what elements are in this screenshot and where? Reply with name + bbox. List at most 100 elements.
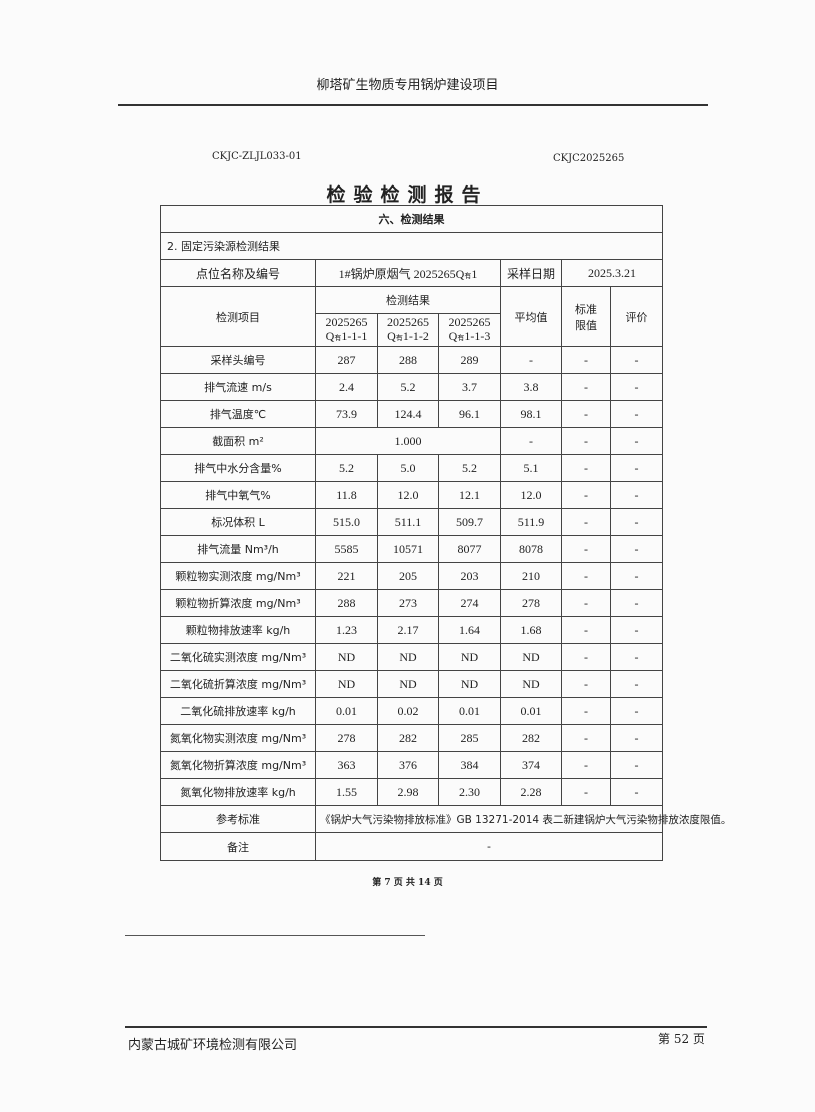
row-evaluation: - <box>609 400 664 428</box>
row-average: 2.28 <box>500 778 562 806</box>
row-evaluation: - <box>609 427 664 455</box>
subsection-title: 2. 固定污染源检测结果 <box>159 232 664 260</box>
table-row: 排气流量 Nm³/h 5585 10571 8077 8078- - <box>160 535 664 563</box>
row-value: 376 <box>377 751 439 779</box>
results-table: 六、检测结果 2. 固定污染源检测结果 点位名称及编号 1#锅炉原烟气 2025… <box>159 205 731 861</box>
row-average: 374 <box>500 751 562 779</box>
table-row: 排气温度℃ 73.9 124.4 96.1 98.1- - <box>160 400 664 428</box>
header-average: 平均值 <box>500 286 562 347</box>
row-evaluation: - <box>609 535 664 563</box>
table-row: 氮氧化物折算浓度 mg/Nm³ 363 376 384 374- - <box>160 751 664 779</box>
row-value: 1.55 <box>315 778 378 806</box>
row-value: 1.23 <box>315 616 378 644</box>
row-value: 273 <box>377 589 439 617</box>
row-evaluation: - <box>609 508 664 536</box>
row-limit: - <box>561 751 611 779</box>
row-limit: - <box>561 778 611 806</box>
table-row: 颗粒物折算浓度 mg/Nm³ 288 273 274 278- - <box>160 589 664 617</box>
row-average: 98.1 <box>500 400 562 428</box>
row-average: 210 <box>500 562 562 590</box>
header-divider <box>118 104 708 106</box>
row-value: 5.2 <box>377 373 439 401</box>
page-number: 第 52 页 <box>658 1032 705 1046</box>
row-value: 205 <box>377 562 439 590</box>
row-average: 278 <box>500 589 562 617</box>
row-value: 278 <box>315 724 378 752</box>
project-title: 柳塔矿生物质专用锅炉建设项目 <box>316 78 499 93</box>
row-limit: - <box>561 508 611 536</box>
table-row: 排气流速 m/s 2.4 5.2 3.7 3.8- - <box>160 373 664 401</box>
row-item: 氮氧化物排放速率 kg/h <box>160 778 316 806</box>
row-evaluation: - <box>609 643 664 671</box>
row-average: ND <box>500 670 562 698</box>
row-average: 0.01 <box>500 697 562 725</box>
row-limit: - <box>561 373 611 401</box>
header-results: 检测结果 <box>315 286 501 314</box>
row-value: 282 <box>377 724 439 752</box>
row-value: 0.02 <box>377 697 439 725</box>
row-value: 2.30 <box>438 778 501 806</box>
row-limit: - <box>561 346 611 374</box>
row-evaluation: - <box>609 589 664 617</box>
row-evaluation: - <box>609 670 664 698</box>
row-item: 采样头编号 <box>160 346 316 374</box>
row-evaluation: - <box>609 751 664 779</box>
header-sample-1: 2025265 Q有1-1-1 <box>315 313 378 347</box>
remarks-label: 备注 <box>160 832 316 861</box>
table-row: 排气中氧气% 11.8 12.0 12.1 12.0- - <box>160 481 664 509</box>
row-value: 12.1 <box>438 481 501 509</box>
row-value: ND <box>315 670 378 698</box>
row-value: 8077 <box>438 535 501 563</box>
table-row: 截面积 m² 1.000- - - <box>160 427 664 455</box>
row-item: 颗粒物实测浓度 mg/Nm³ <box>160 562 316 590</box>
row-value: 511.1 <box>377 508 439 536</box>
row-value: 3.7 <box>438 373 501 401</box>
row-item: 排气温度℃ <box>160 400 316 428</box>
sampling-date-label: 采样日期 <box>500 259 562 287</box>
doc-code-left: CKJC-ZLJL033-01 <box>212 151 302 162</box>
row-value: 96.1 <box>438 400 501 428</box>
row-evaluation: - <box>609 562 664 590</box>
row-item: 颗粒物排放速率 kg/h <box>160 616 316 644</box>
row-average: 1.68 <box>500 616 562 644</box>
row-value: 363 <box>315 751 378 779</box>
row-item: 截面积 m² <box>160 427 316 455</box>
table-row: 氮氧化物排放速率 kg/h 1.55 2.98 2.30 2.28- - <box>160 778 664 806</box>
row-value: 1.64 <box>438 616 501 644</box>
row-item: 二氧化硫折算浓度 mg/Nm³ <box>160 670 316 698</box>
table-row: 二氧化硫排放速率 kg/h 0.01 0.02 0.01 0.01- - <box>160 697 664 725</box>
inner-page-number: 第 7 页 共 14 页 <box>372 878 443 888</box>
footer-divider-short <box>125 935 425 936</box>
row-value: 73.9 <box>315 400 378 428</box>
row-value: 287 <box>315 346 378 374</box>
point-label: 点位名称及编号 <box>160 259 316 287</box>
row-limit: - <box>561 724 611 752</box>
row-value: ND <box>438 670 501 698</box>
row-item: 二氧化硫排放速率 kg/h <box>160 697 316 725</box>
row-evaluation: - <box>609 346 664 374</box>
remarks-value: - <box>314 832 664 861</box>
row-evaluation: - <box>609 616 664 644</box>
row-item: 氮氧化物实测浓度 mg/Nm³ <box>160 724 316 752</box>
row-value: 288 <box>377 346 439 374</box>
point-value: 1#锅炉原烟气 2025265Q有1 <box>315 259 501 287</box>
table-row: 氮氧化物实测浓度 mg/Nm³ 278 282 285 282- - <box>160 724 664 752</box>
row-limit: - <box>561 481 611 509</box>
row-value: 288 <box>315 589 378 617</box>
row-limit: - <box>561 589 611 617</box>
row-item: 排气流量 Nm³/h <box>160 535 316 563</box>
row-value: 5.2 <box>315 454 378 482</box>
header-sample-3: 2025265 Q有1-1-3 <box>438 313 501 347</box>
row-average: 3.8 <box>500 373 562 401</box>
row-value: 515.0 <box>315 508 378 536</box>
row-item: 颗粒物折算浓度 mg/Nm³ <box>160 589 316 617</box>
row-value: 5.0 <box>377 454 439 482</box>
row-value: 0.01 <box>315 697 378 725</box>
row-value: 285 <box>438 724 501 752</box>
row-average: 282 <box>500 724 562 752</box>
row-value: 5585 <box>315 535 378 563</box>
row-average: 5.1 <box>500 454 562 482</box>
row-limit: - <box>561 697 611 725</box>
table-row: 颗粒物排放速率 kg/h 1.23 2.17 1.64 1.68- - <box>160 616 664 644</box>
row-item: 标况体积 L <box>160 508 316 536</box>
